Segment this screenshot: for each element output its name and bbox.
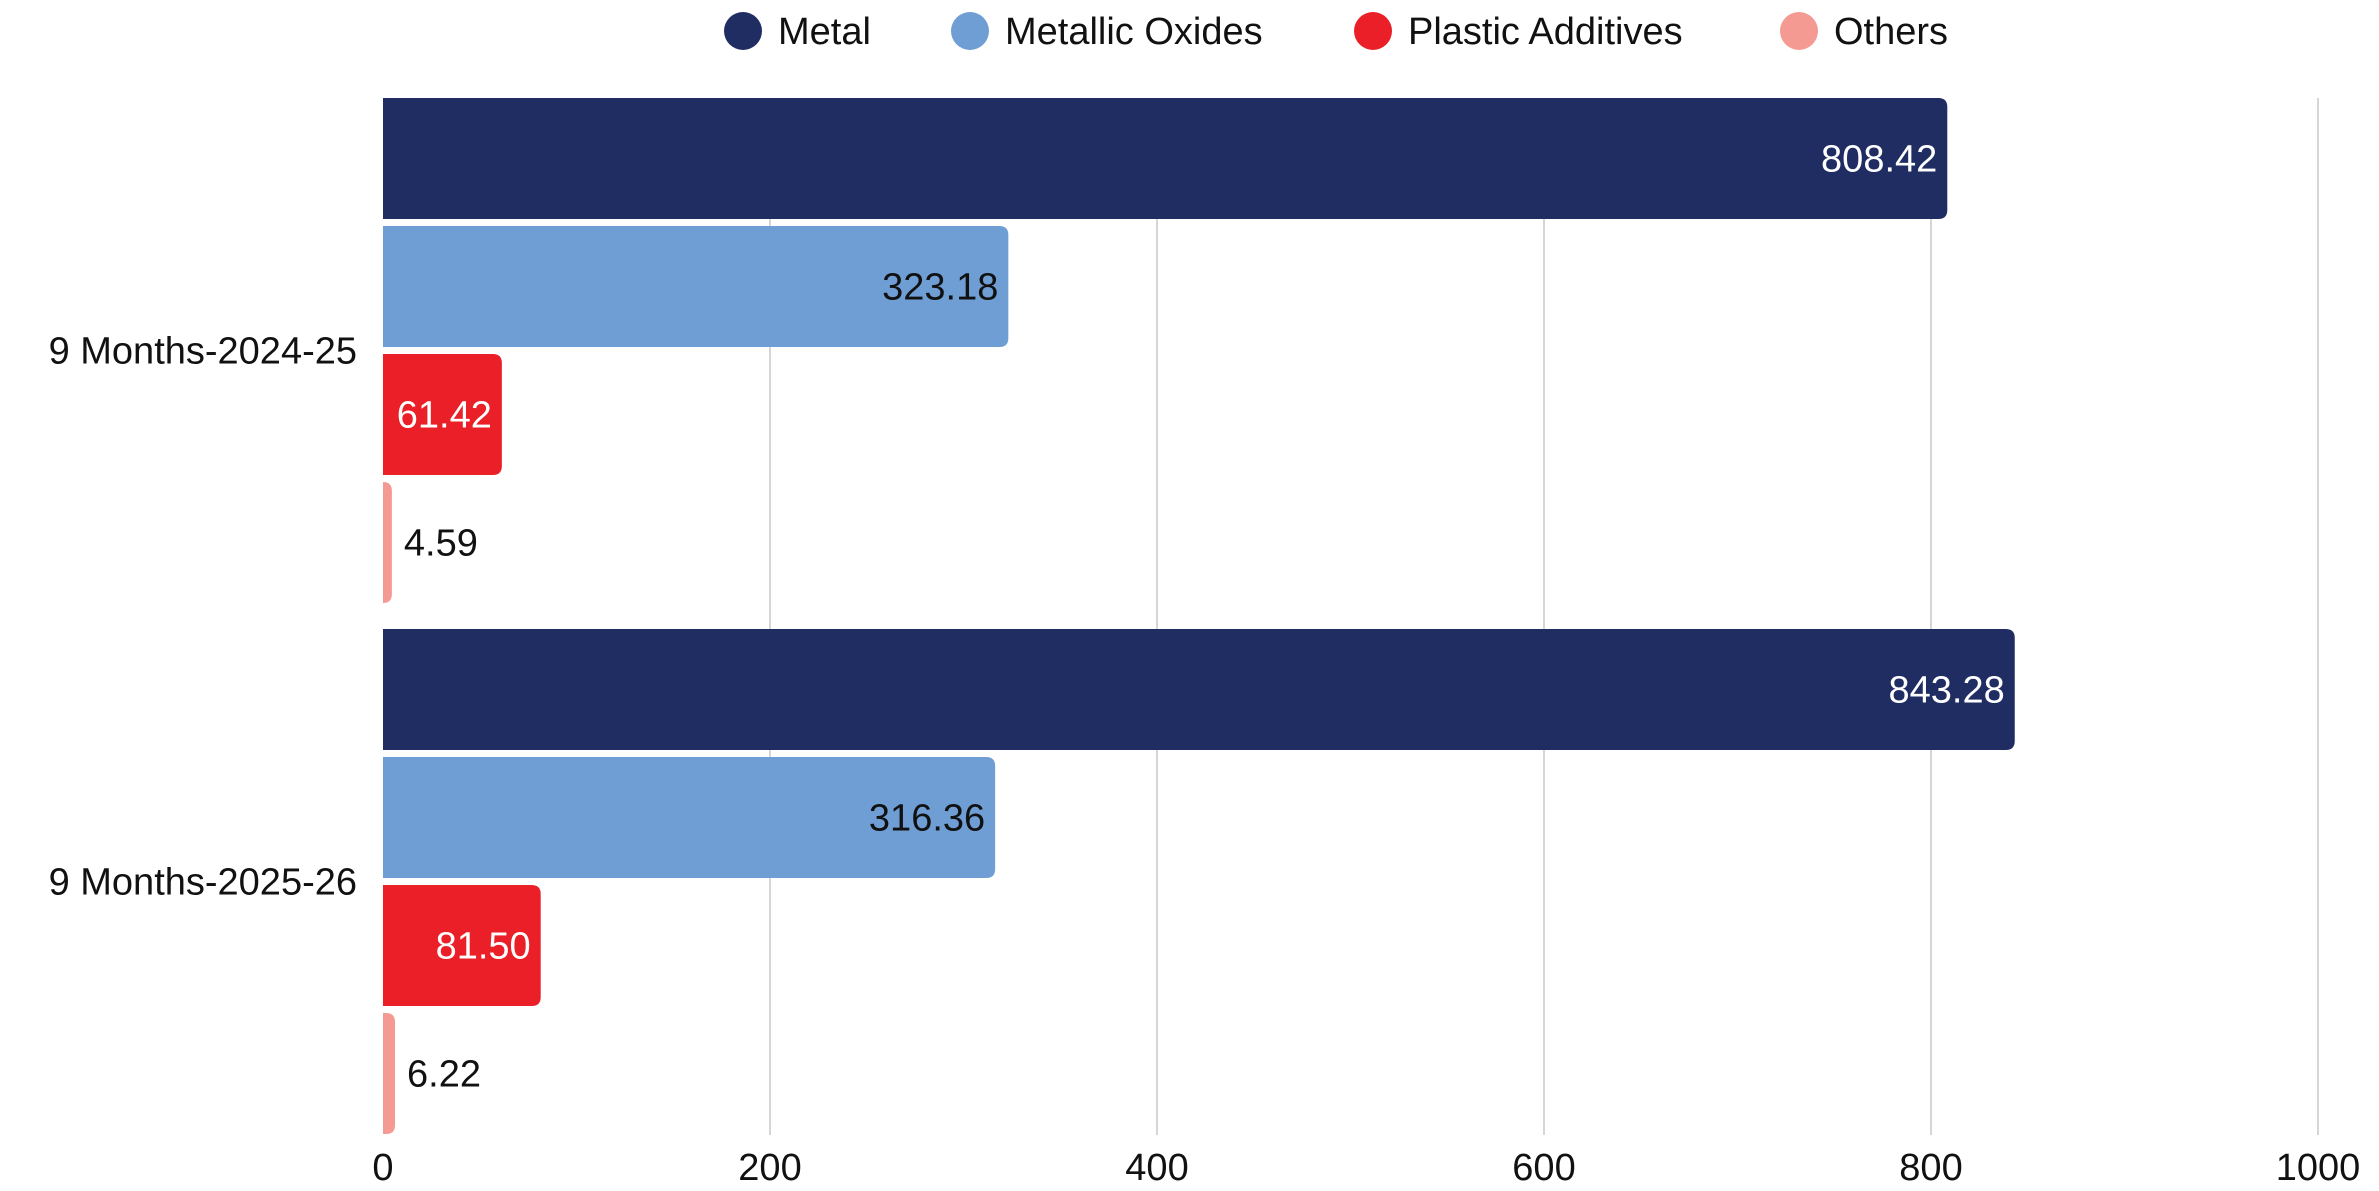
data-label: 323.18 xyxy=(882,267,998,309)
legend: Metal Metallic Oxides Plastic Additives Oth… xyxy=(724,11,1948,53)
bar-others xyxy=(383,482,392,603)
bar-metal xyxy=(383,98,1948,219)
bar-plastic-additives xyxy=(383,885,541,1006)
data-label: 843.28 xyxy=(1889,670,2005,712)
x-tick-label: 800 xyxy=(1899,1147,1962,1189)
data-label: 4.59 xyxy=(404,523,478,565)
bar-others xyxy=(383,1013,396,1134)
bar-metallic-oxides xyxy=(383,757,996,878)
legend-marker xyxy=(1354,12,1392,50)
data-label: 316.36 xyxy=(869,798,985,840)
legend-label: Metallic Oxides xyxy=(1005,11,1263,53)
legend-marker xyxy=(1780,12,1818,50)
x-tick-label: 0 xyxy=(372,1147,393,1189)
legend-label: Plastic Additives xyxy=(1408,11,1683,53)
x-tick-label: 400 xyxy=(1125,1147,1188,1189)
x-tick-label: 200 xyxy=(738,1147,801,1189)
data-label: 81.50 xyxy=(436,926,531,968)
x-axis-ticks: 0 200 400 600 800 1000 xyxy=(372,1147,2360,1189)
bars: 808.42 323.18 61.42 4.59 843.28 316.36 81.50 6.… xyxy=(383,98,2015,1134)
x-tick-label: 600 xyxy=(1512,1147,1575,1189)
category-label: 9 Months-2024-25 xyxy=(49,331,357,373)
category-label: 9 Months-2025-26 xyxy=(49,862,357,904)
legend-marker xyxy=(724,12,762,50)
data-label: 6.22 xyxy=(407,1054,481,1096)
legend-label: Metal xyxy=(778,11,871,53)
data-label: 808.42 xyxy=(1821,139,1937,181)
gridlines xyxy=(769,98,2319,1135)
legend-marker xyxy=(951,12,989,50)
bar-metallic-oxides xyxy=(383,226,1009,347)
data-label: 61.42 xyxy=(397,395,492,437)
legend-label: Others xyxy=(1834,11,1948,53)
x-tick-label: 1000 xyxy=(2276,1147,2361,1189)
bar-plastic-additives xyxy=(383,354,502,475)
bar-metal xyxy=(383,629,2015,750)
